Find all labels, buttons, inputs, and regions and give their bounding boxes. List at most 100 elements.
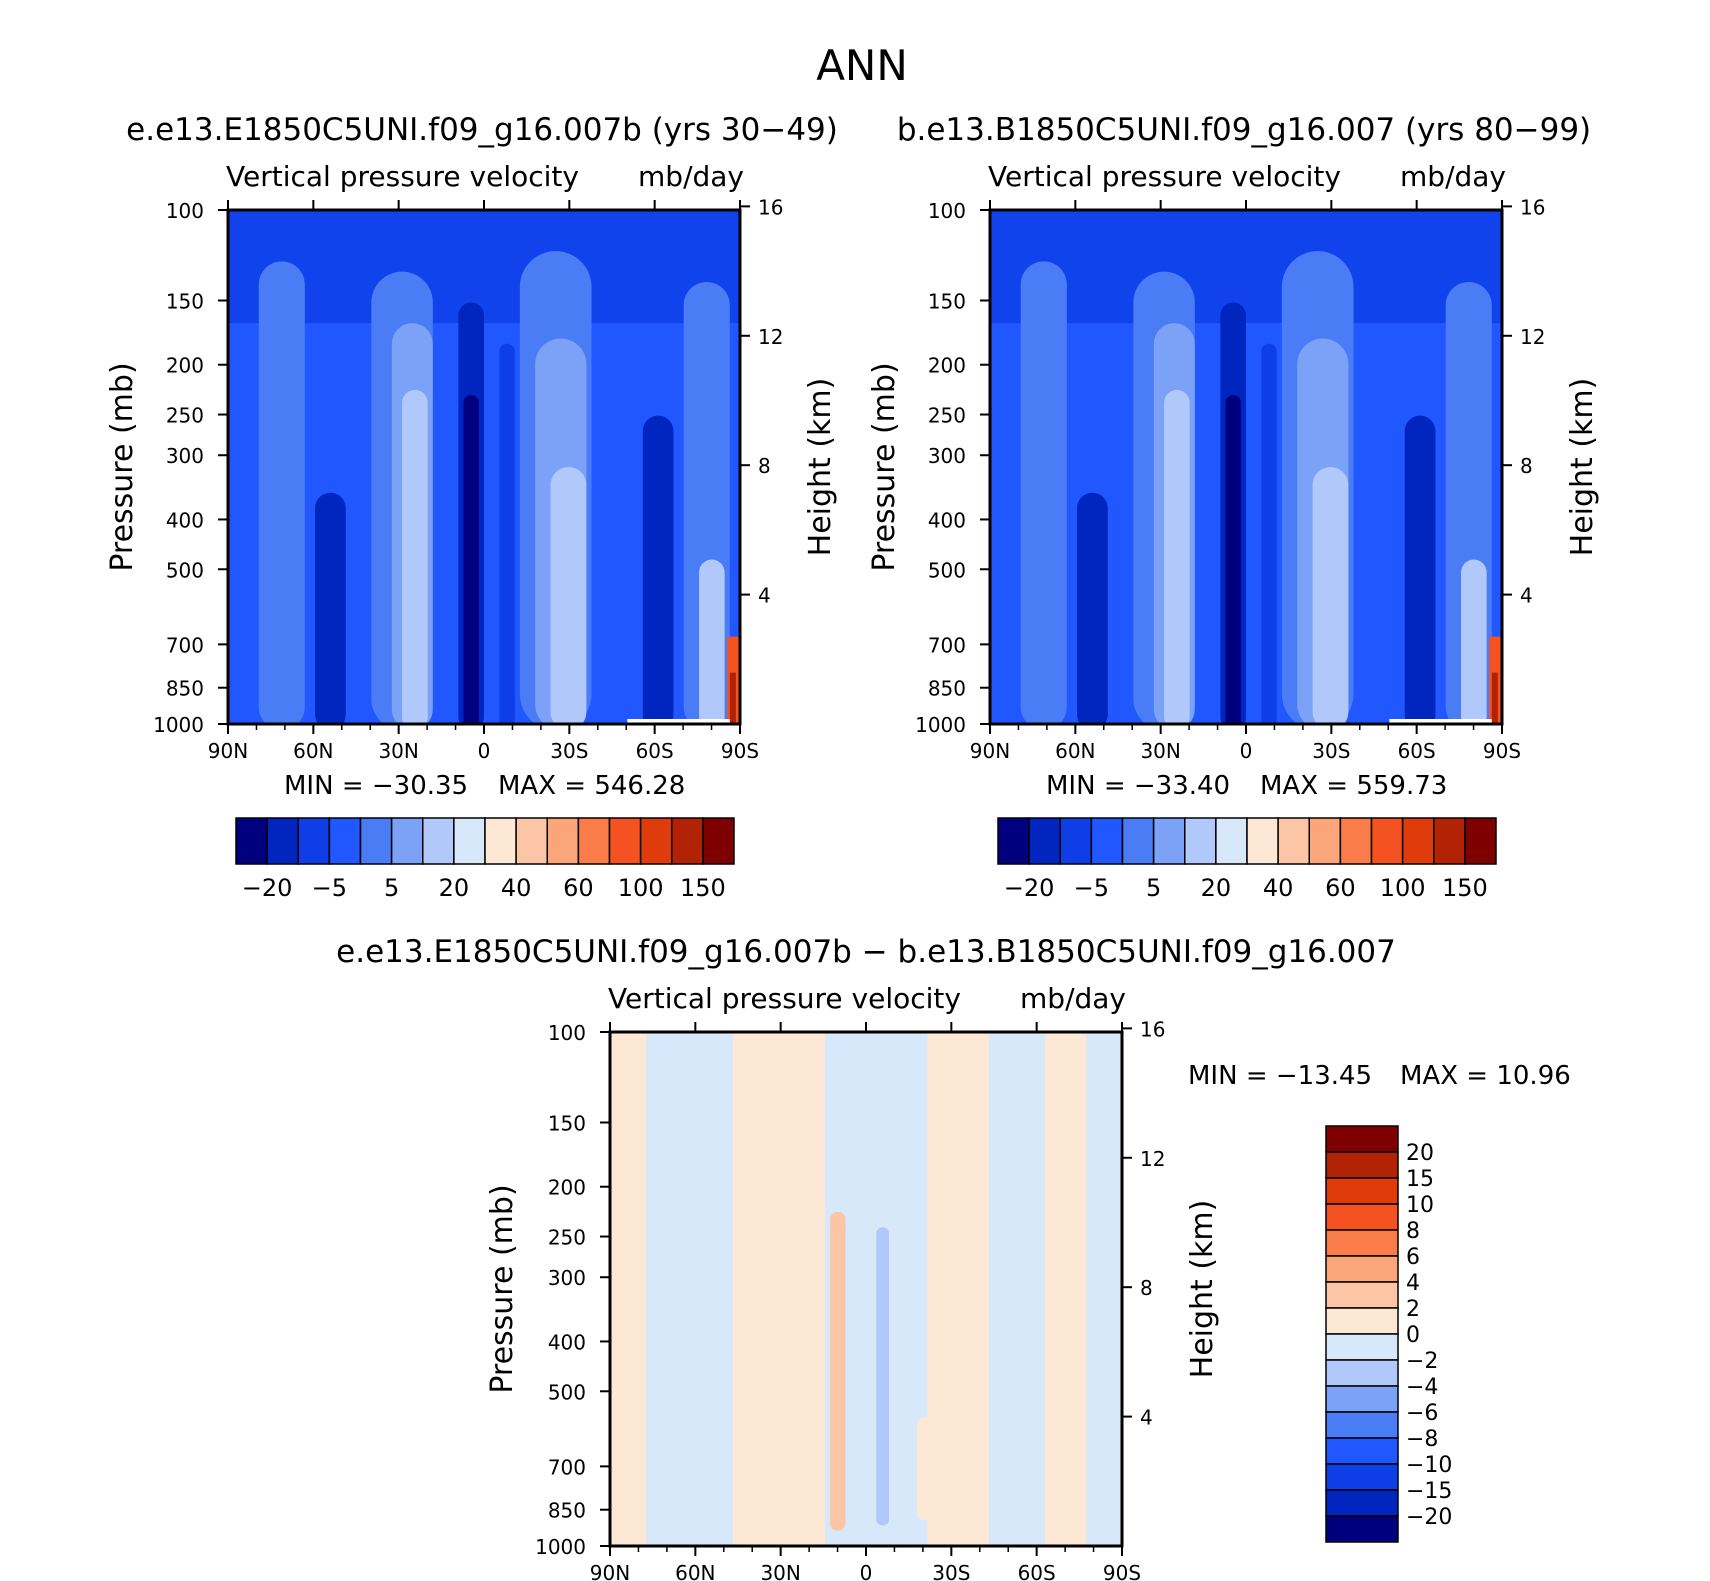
- y-right-tick-label: 12: [1140, 1147, 1165, 1171]
- colorbar-label: −20: [1004, 874, 1055, 902]
- y-right-tick-label: 16: [1520, 195, 1545, 219]
- colorbar-swatch: [1325, 1255, 1399, 1283]
- colorbar-swatch: [546, 817, 580, 865]
- colorbar-swatch: [1325, 1385, 1399, 1413]
- colorbar-label: −5: [1074, 874, 1109, 902]
- field-surface-gap: [1389, 719, 1492, 724]
- field-column: [1461, 559, 1487, 724]
- colorbar-label: 20: [1406, 1141, 1434, 1166]
- colorbar-swatch: [1325, 1203, 1399, 1231]
- colorbar-label: 10: [1406, 1193, 1434, 1218]
- panel-2-min-label: MIN = −33.40: [1046, 771, 1230, 801]
- panel-2-case-title: b.e13.B1850C5UNI.f09_g16.007 (yrs 80−99): [897, 112, 1591, 148]
- x-tick-label: 60N: [675, 1561, 715, 1581]
- panel-1-units: mb/day: [638, 160, 744, 193]
- colorbar-swatch: [639, 817, 673, 865]
- colorbar-label: 20: [439, 874, 470, 902]
- field-background: [610, 1032, 1122, 1546]
- field-surface-gap: [627, 719, 730, 724]
- panel-diff-field: [610, 1032, 1122, 1546]
- colorbar-label: −2: [1406, 1349, 1438, 1374]
- y-tick-label: 150: [166, 290, 204, 314]
- colorbar-label: −8: [1406, 1427, 1438, 1452]
- panel-1-colorbar: −20 −5 5 20 40 60 100 150: [235, 817, 735, 902]
- field-column: [258, 261, 305, 724]
- panel-1-field: [228, 210, 740, 724]
- colorbar-label: 0: [1406, 1323, 1420, 1348]
- colorbar-label: 6: [1406, 1245, 1420, 1270]
- colorbar-swatch: [1325, 1515, 1399, 1543]
- colorbar-swatch: [1339, 817, 1373, 865]
- colorbar-label: 5: [1146, 874, 1161, 902]
- x-tick-label: 90S: [1483, 739, 1521, 763]
- y-right-tick-label: 8: [758, 454, 771, 478]
- y-tick-label: 200: [928, 354, 966, 378]
- colorbar-label: 8: [1406, 1219, 1420, 1244]
- x-tick-label: 0: [478, 739, 491, 763]
- field-band-upper: [990, 210, 1502, 324]
- y-right-tick-label: 8: [1520, 454, 1533, 478]
- x-tick-label: 30N: [1140, 739, 1180, 763]
- panel-2-units: mb/day: [1400, 160, 1506, 193]
- colorbar-label: −5: [312, 874, 347, 902]
- y-right-tick-label: 4: [1520, 584, 1533, 608]
- colorbar-label: 150: [680, 874, 726, 902]
- colorbar-label: 4: [1406, 1271, 1420, 1296]
- x-tick-label: 90N: [590, 1561, 630, 1581]
- y-tick-label: 100: [928, 199, 966, 223]
- colorbar-swatch: [1370, 817, 1404, 865]
- y-tick-label: 250: [928, 404, 966, 428]
- y-right-tick-label: 12: [1520, 325, 1545, 349]
- colorbar-swatch: [671, 817, 704, 865]
- colorbar-swatch: [702, 817, 735, 865]
- colorbar-swatch: [1325, 1359, 1399, 1387]
- colorbar-label: 60: [563, 874, 594, 902]
- panel-2-colorbar: −20 −5 5 20 40 60 100 150: [997, 817, 1497, 902]
- colorbar-swatch: [515, 817, 548, 865]
- colorbar-swatch: [453, 817, 486, 865]
- y-tick-label: 150: [928, 290, 966, 314]
- colorbar-swatch: [1325, 1489, 1399, 1517]
- x-tick-label: 60N: [1055, 739, 1095, 763]
- colorbar-swatch: [235, 817, 268, 865]
- panel-diff-max-label: MAX = 10.96: [1400, 1061, 1571, 1091]
- colorbar-swatch: [1433, 817, 1466, 865]
- x-tick-label: 90N: [208, 739, 248, 763]
- colorbar-swatch: [1325, 1411, 1399, 1439]
- colorbar-swatch: [1184, 817, 1217, 865]
- x-tick-label: 60N: [293, 739, 333, 763]
- field-column: [1077, 492, 1108, 724]
- y-tick-label: 700: [166, 633, 204, 657]
- colorbar-swatch: [1325, 1281, 1399, 1309]
- field-column: [1312, 467, 1349, 724]
- panel-1-max-label: MAX = 546.28: [498, 771, 685, 801]
- field-column: [1261, 343, 1277, 724]
- panel-2-axes: 100 150 200 250 300 400 500 700 850 1000 16 12 8 4 90N…: [915, 195, 1545, 763]
- colorbar-swatch: [1464, 817, 1497, 865]
- colorbar-swatch: [1152, 817, 1186, 865]
- x-tick-label: 90S: [1103, 1561, 1141, 1581]
- y-tick-label: 1000: [153, 713, 204, 737]
- y-tick-label: 400: [166, 508, 204, 532]
- colorbar-label: −20: [242, 874, 293, 902]
- colorbar-swatch: [1325, 1177, 1399, 1205]
- panel-diff-min-label: MIN = −13.45: [1188, 1061, 1372, 1091]
- y-tick-label: 150: [548, 1112, 586, 1136]
- colorbar-label: 40: [1263, 874, 1294, 902]
- colorbar-swatch: [1325, 1333, 1399, 1361]
- panel-diff: e.e13.E1850C5UNI.f09_g16.007b − b.e13.B1…: [336, 934, 1571, 1581]
- panel-diff-variable-title: Vertical pressure velocity: [608, 982, 961, 1015]
- y-tick-label: 850: [548, 1499, 586, 1523]
- y-tick-label: 200: [548, 1176, 586, 1200]
- diff-title: e.e13.E1850C5UNI.f09_g16.007b − b.e13.B1…: [336, 934, 1396, 970]
- colorbar-label: 100: [1380, 874, 1426, 902]
- panel-2-ylabel: Pressure (mb): [867, 362, 902, 571]
- field-column: [1404, 415, 1436, 724]
- x-tick-label: 30N: [378, 739, 418, 763]
- x-tick-label: 60S: [636, 739, 674, 763]
- colorbar-label: −6: [1406, 1401, 1438, 1426]
- colorbar-swatch: [1121, 817, 1155, 865]
- y-tick-label: 1000: [915, 713, 966, 737]
- panel-1-min-label: MIN = −30.35: [284, 771, 468, 801]
